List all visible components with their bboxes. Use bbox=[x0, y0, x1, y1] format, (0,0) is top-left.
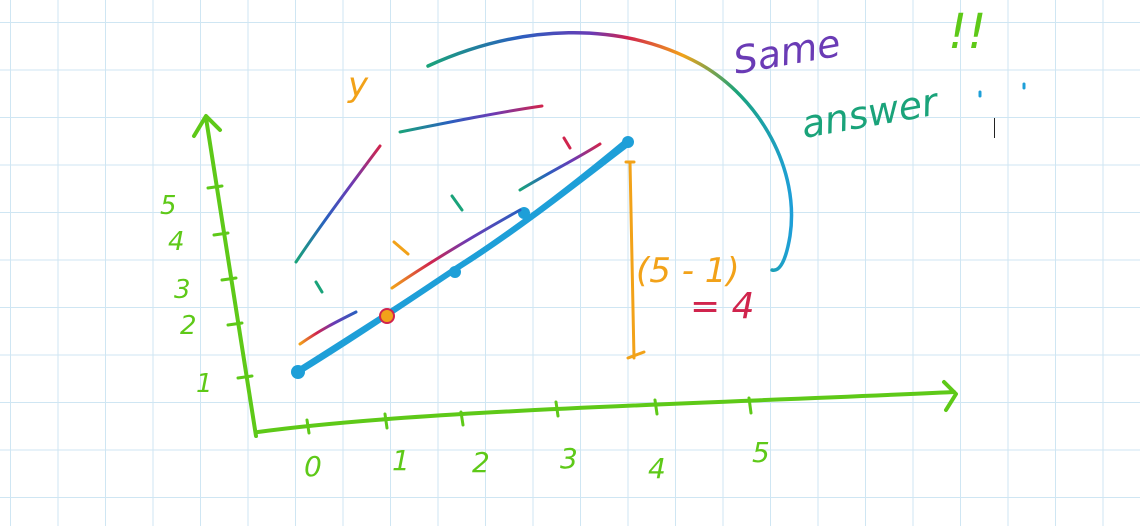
x-tick-4 bbox=[653, 398, 659, 416]
point-1 bbox=[379, 308, 395, 324]
shifted-line-sketch-2 bbox=[390, 208, 522, 290]
point-end bbox=[622, 136, 634, 148]
x-tick-0 bbox=[305, 418, 311, 435]
y-axis bbox=[204, 116, 258, 438]
shifted-line-sketch-1 bbox=[298, 310, 358, 346]
x-tick-label-1: 1 bbox=[392, 444, 410, 477]
x-axis-arrowhead bbox=[942, 380, 958, 412]
plotted-line-echo bbox=[298, 138, 628, 370]
comparison-arc bbox=[426, 31, 794, 272]
x-tick-label-2: 2 bbox=[472, 446, 490, 479]
point-mid bbox=[449, 266, 461, 278]
x-axis bbox=[256, 390, 956, 434]
x-tick-1 bbox=[383, 412, 389, 430]
y-tick-label-3: 3 bbox=[174, 275, 191, 305]
y-tick-label-4: 4 bbox=[168, 227, 185, 257]
dash-1 bbox=[314, 280, 324, 294]
rise-bracket bbox=[624, 160, 646, 360]
x-tick-label-4: 4 bbox=[648, 452, 666, 485]
dash-3 bbox=[450, 194, 464, 212]
rise-equals-result: = 4 bbox=[690, 286, 755, 327]
x-tick-label-0: 0 bbox=[304, 450, 322, 483]
note-exclamation: !! bbox=[948, 4, 986, 60]
x-tick-label-5: 5 bbox=[752, 436, 770, 469]
y-variable-label: y bbox=[347, 65, 369, 105]
x-tick-label-3: 3 bbox=[560, 442, 578, 475]
note-answer: answer bbox=[798, 79, 943, 147]
y-tick-label-2: 2 bbox=[180, 311, 197, 341]
y-tick-3 bbox=[220, 276, 238, 282]
y-axis-arrowhead bbox=[192, 114, 222, 138]
x-tick-5 bbox=[747, 396, 753, 415]
y-tick-5 bbox=[206, 184, 224, 190]
dash-4 bbox=[562, 136, 572, 150]
rise-expression: (5 - 1) bbox=[636, 251, 740, 291]
upper-horizontal-sketch bbox=[398, 104, 544, 134]
point-start bbox=[291, 365, 305, 379]
x-axis-ticks bbox=[305, 396, 753, 435]
y-axis-ticks bbox=[206, 184, 254, 380]
note-same: Same bbox=[730, 21, 844, 83]
shifted-line-sketch-3 bbox=[518, 142, 602, 192]
y-tick-label-1: 1 bbox=[196, 369, 213, 399]
y-tick-4 bbox=[212, 231, 230, 237]
y-tick-1 bbox=[236, 374, 254, 380]
x-tick-2 bbox=[459, 410, 465, 427]
y-tick-2 bbox=[226, 321, 244, 327]
y-tick-label-5: 5 bbox=[160, 191, 177, 221]
dash-2 bbox=[392, 240, 410, 256]
x-tick-3 bbox=[554, 400, 560, 418]
text-cursor bbox=[994, 118, 995, 138]
upper-diagonal-sketch bbox=[294, 144, 382, 264]
